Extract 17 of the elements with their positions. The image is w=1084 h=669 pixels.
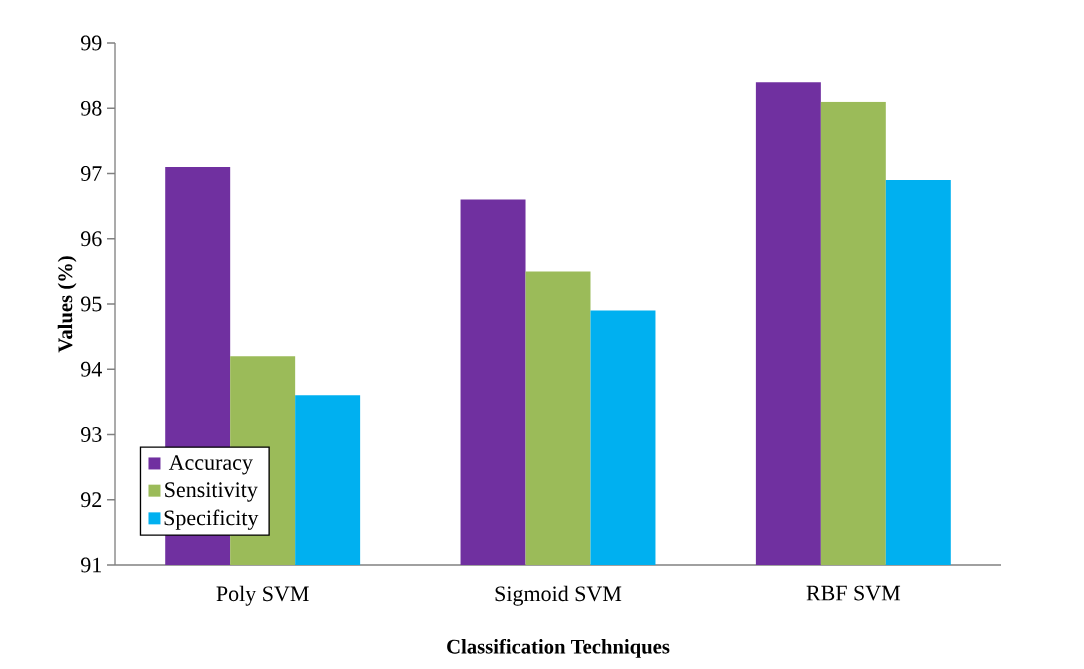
legend-label: Specificity	[164, 509, 259, 530]
x-axis-title: Classification Techniques	[447, 638, 670, 658]
legend-label: Accuracy	[168, 455, 253, 475]
y-tick-label: 98	[81, 100, 102, 116]
legend-label: Sensitivity	[165, 482, 258, 502]
y-tick-label: 97	[81, 166, 102, 181]
y-tick-label: 96	[81, 231, 102, 247]
x-tick-label: Poly SVM	[216, 585, 309, 606]
y-tick-label: 99	[81, 35, 102, 51]
y-tick-label: 91	[81, 557, 101, 573]
y-tick-label: 92	[81, 492, 102, 508]
y-tick-label: 94	[81, 361, 102, 377]
x-tick-label: Sigmoid SVM	[495, 585, 622, 606]
y-tick-label: 93	[81, 427, 102, 442]
x-tick-label: RBF SVM	[806, 585, 901, 601]
y-tick-label: 95	[81, 296, 102, 312]
y-axis-title: Values (%)	[57, 256, 77, 353]
